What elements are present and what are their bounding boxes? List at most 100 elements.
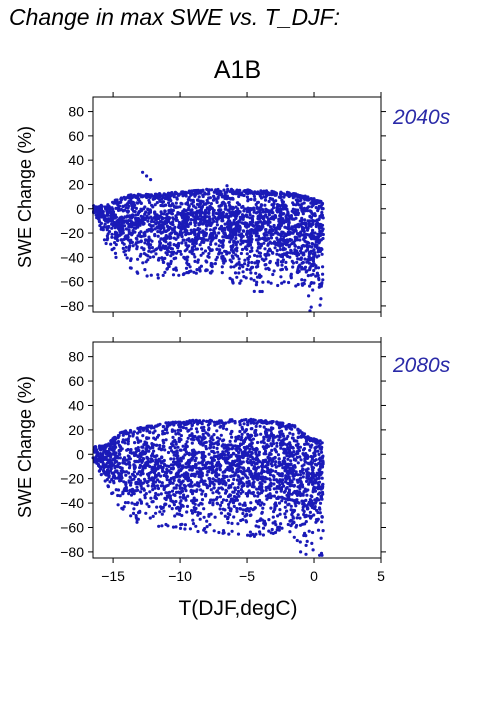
scatter-point [172, 243, 176, 247]
scatter-point [221, 498, 226, 502]
scatter-point [174, 231, 178, 235]
scatter-point [230, 435, 234, 439]
scatter-point [111, 210, 116, 214]
scatter-point [174, 191, 178, 195]
y-axis-label-2040s: SWE Change (%) [15, 126, 35, 268]
scatter-point [140, 246, 144, 250]
scatter-point [174, 490, 179, 494]
scatter-point [284, 500, 288, 504]
scatter-point [163, 246, 167, 250]
scatter-point [185, 440, 189, 444]
y-tick-label: −80 [60, 298, 84, 314]
scatter-point [186, 217, 190, 221]
scatter-point [111, 491, 115, 495]
y-tick-label: 0 [76, 201, 84, 217]
scatter-point [246, 484, 250, 488]
scatter-point [134, 450, 138, 454]
scatter-point [187, 244, 191, 248]
scatter-point [235, 468, 239, 472]
scatter-point [223, 231, 227, 235]
scatter-point [313, 219, 317, 223]
scatter-point [321, 482, 325, 486]
scatter-point [121, 246, 125, 250]
scatter-point [168, 446, 172, 450]
scatter-point [316, 236, 320, 240]
scatter-point [194, 418, 198, 422]
scatter-point [238, 423, 242, 427]
scatter-point [235, 506, 239, 511]
scatter-point [217, 477, 221, 481]
scatter-point [211, 501, 215, 505]
scatter-point [221, 529, 226, 533]
scatter-point [161, 225, 165, 230]
scatter-point [249, 271, 253, 275]
scatter-point [109, 218, 113, 222]
scatter-point [113, 251, 118, 255]
scatter-point [275, 248, 279, 253]
scatter-point [204, 209, 208, 213]
scatter-point [235, 509, 239, 513]
scatter-point [164, 438, 168, 442]
scatter-point [236, 240, 240, 244]
scatter-point [311, 530, 315, 535]
scatter-point [101, 228, 105, 232]
scatter-point [254, 424, 258, 428]
scatter-point [256, 494, 260, 498]
scatter-point [199, 264, 203, 268]
scatter-point [206, 192, 210, 196]
scatter-point [274, 228, 278, 232]
scatter-point [257, 245, 261, 249]
scatter-point [207, 252, 211, 256]
scatter-point [298, 445, 302, 449]
scatter-point [319, 487, 323, 491]
scatter-point [256, 502, 260, 506]
scatter-point [260, 224, 264, 228]
scatter-point [286, 230, 290, 234]
scatter-point [278, 247, 282, 252]
scatter-point [186, 224, 190, 229]
scatter-point [318, 214, 322, 218]
scatter-point [216, 442, 220, 447]
scatter-point [317, 498, 321, 502]
scatter-point [248, 249, 252, 254]
scatter-point [161, 200, 166, 204]
scatter-point [136, 460, 140, 464]
scatter-point [232, 265, 236, 269]
scatter-point [292, 439, 296, 443]
scatter-point [320, 476, 324, 480]
scatter-point [310, 219, 314, 223]
scatter-point [208, 228, 212, 232]
scatter-point [233, 271, 238, 275]
scatter-point [318, 303, 322, 307]
scatter-point [184, 489, 188, 493]
scatter-point [179, 252, 183, 256]
scatter-point [142, 457, 146, 461]
scatter-point [173, 493, 177, 497]
scatter-point [136, 216, 140, 221]
scatter-point [126, 442, 130, 446]
scatter-point [277, 438, 281, 442]
scatter-point [143, 230, 147, 234]
scatter-point [304, 543, 308, 548]
scatter-point [159, 461, 164, 465]
scatter-point [257, 450, 261, 454]
scatter-point [195, 470, 199, 474]
scatter-point [238, 263, 242, 267]
scatter-point [149, 478, 153, 482]
scatter-point [153, 192, 157, 196]
scatter-point [114, 206, 118, 210]
scatter-point [268, 434, 272, 438]
scatter-point [219, 193, 223, 197]
scatter-point [156, 226, 160, 230]
scatter-point [182, 272, 186, 276]
scatter-point [230, 429, 234, 434]
scatter-point [196, 198, 200, 202]
scatter-point [232, 452, 236, 456]
scatter-point [316, 247, 320, 252]
scatter-point [147, 504, 151, 509]
scatter-point [296, 513, 300, 517]
scatter-point [205, 187, 209, 191]
scatter-point [124, 234, 128, 238]
scatter-point [187, 232, 191, 236]
